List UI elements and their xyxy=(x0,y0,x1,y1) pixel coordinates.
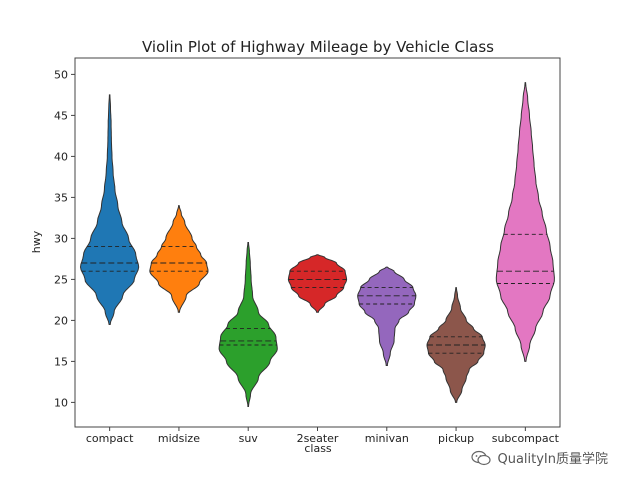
x-axis: compact midsize suv 2seater minivan pickup sub… xyxy=(86,427,560,445)
x-tick-label-subcompact: subcompact xyxy=(492,432,560,445)
y-tick-label: 25 xyxy=(54,273,68,286)
x-tick-label-compact: compact xyxy=(86,432,134,445)
watermark-text: QualityIn质量学院 xyxy=(497,452,608,467)
violins xyxy=(79,82,555,407)
x-tick-label-2seater: 2seater xyxy=(297,432,339,445)
y-axis-label: hwy xyxy=(30,230,43,253)
y-tick-label: 50 xyxy=(54,68,68,81)
violin-subcompact xyxy=(495,82,555,362)
x-tick-label-pickup: pickup xyxy=(438,432,474,445)
violin-midsize xyxy=(149,205,209,313)
y-tick-label: 15 xyxy=(54,355,68,368)
wechat-icon xyxy=(471,450,492,465)
y-tick-label: 10 xyxy=(54,396,68,409)
violin-2seater xyxy=(287,254,348,313)
violin-minivan xyxy=(357,266,417,366)
y-tick-label: 40 xyxy=(54,150,68,163)
violin-suv xyxy=(218,242,278,407)
plot-area xyxy=(74,57,561,428)
y-tick-label: 30 xyxy=(54,232,68,245)
x-tick-label-midsize: midsize xyxy=(158,432,200,445)
y-axis: 10 15 20 25 30 35 40 45 50 xyxy=(54,68,75,409)
x-tick-label-suv: suv xyxy=(239,432,259,445)
chart-title: Violin Plot of Highway Mileage by Vehicl… xyxy=(142,38,494,56)
violin-compact xyxy=(79,94,140,325)
y-tick-label: 45 xyxy=(54,109,68,122)
x-tick-label-minivan: minivan xyxy=(365,432,409,445)
watermark: QualityIn质量学院 xyxy=(471,448,608,467)
y-tick-label: 35 xyxy=(54,191,68,204)
y-tick-label: 20 xyxy=(54,314,68,327)
x-axis-label: class xyxy=(304,442,332,455)
